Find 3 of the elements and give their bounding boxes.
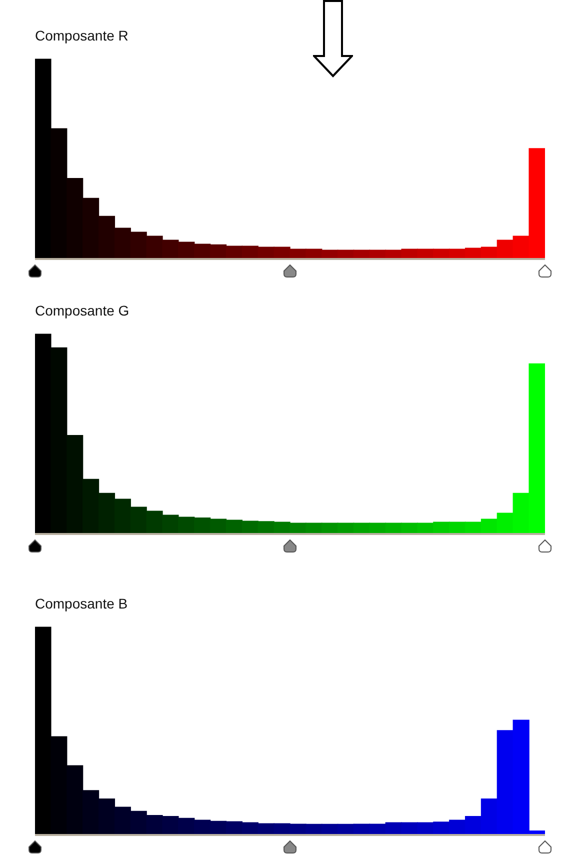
- chart-title: Composante B: [35, 595, 128, 612]
- chart-title: Composante G: [35, 302, 130, 318]
- chart-title: Composante R: [35, 27, 128, 44]
